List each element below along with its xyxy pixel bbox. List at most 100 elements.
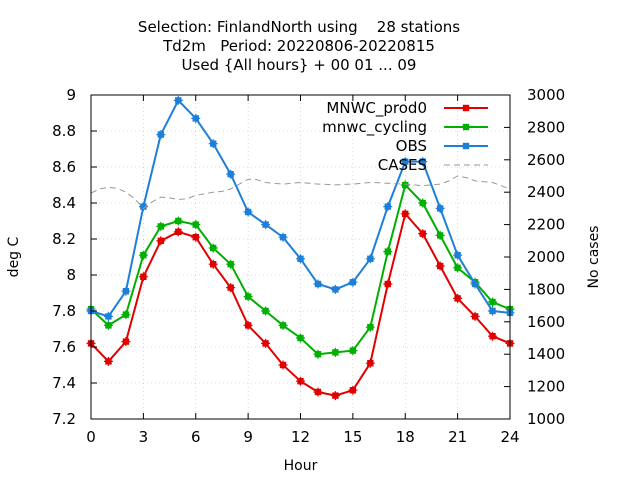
data-point-cross-obs bbox=[435, 203, 445, 213]
data-point-cross-mnwc-cycling bbox=[296, 333, 305, 343]
data-point-cross-mnwc-prod0 bbox=[435, 261, 445, 271]
title-line: Selection: FinlandNorth using 28 station… bbox=[138, 18, 460, 36]
legend-marker-obs bbox=[462, 142, 470, 150]
y2-axis-label: No cases bbox=[586, 226, 602, 289]
data-point-cross-mnwc-prod0 bbox=[226, 283, 236, 293]
data-point-cross-mnwc-cycling bbox=[208, 243, 218, 253]
y2-tick-label: 2800 bbox=[527, 118, 565, 136]
y2-tick-label: 2400 bbox=[527, 183, 565, 201]
data-point-cross-mnwc-cycling bbox=[365, 322, 375, 332]
data-point-cross-obs bbox=[121, 286, 131, 296]
y2-tick-label: 1600 bbox=[527, 313, 565, 331]
data-point-cross-mnwc-prod0 bbox=[156, 236, 166, 246]
y-tick-label: 9 bbox=[66, 86, 76, 104]
data-point-cross-mnwc-prod0 bbox=[348, 385, 358, 395]
data-point-cross-mnwc-prod0 bbox=[488, 331, 498, 341]
data-point-cross-mnwc-cycling bbox=[243, 292, 253, 302]
data-point-cross-obs bbox=[191, 113, 201, 123]
data-point-cross-mnwc-cycling bbox=[330, 347, 340, 357]
legend-label-cases: CASES bbox=[378, 156, 427, 174]
data-point-cross-mnwc-cycling bbox=[453, 263, 463, 273]
y-tick-label: 7.2 bbox=[52, 410, 76, 428]
axis-ticks: 0 3 6 9 12 15 18 21 24 7.2 7.4 7.6 7.8 8 8.2 8.4 8.6 8.8 9… bbox=[52, 86, 565, 446]
data-point-cross-mnwc-prod0 bbox=[208, 259, 218, 269]
x-tick-label: 21 bbox=[448, 428, 467, 446]
y2-tick-label: 2200 bbox=[527, 216, 565, 234]
data-point-cross-mnwc-cycling bbox=[400, 180, 410, 190]
data-point-cross-obs bbox=[261, 220, 271, 230]
y-tick-label: 8.4 bbox=[52, 194, 76, 212]
data-point-cross-mnwc-cycling bbox=[261, 306, 271, 316]
data-point-cross-mnwc-prod0 bbox=[191, 232, 201, 242]
data-point-cross-mnwc-prod0 bbox=[243, 320, 253, 330]
x-tick-label: 0 bbox=[86, 428, 96, 446]
data-point-cross-obs bbox=[365, 254, 375, 264]
data-point-cross-obs bbox=[156, 130, 166, 140]
x-tick-label: 9 bbox=[243, 428, 253, 446]
data-point-cross-obs bbox=[453, 250, 463, 260]
legend-marker-mnwc-prod0 bbox=[462, 104, 470, 112]
data-point-cross-mnwc-cycling bbox=[383, 247, 393, 257]
series-line-mnwc-cycling bbox=[90, 183, 511, 356]
data-point-cross-obs bbox=[383, 202, 393, 212]
chart-title: Selection: FinlandNorth using 28 station… bbox=[138, 18, 460, 74]
data-point-cross-mnwc-prod0 bbox=[121, 337, 131, 347]
data-point-cross-mnwc-cycling bbox=[191, 220, 201, 230]
legend-marker-mnwc-cycling bbox=[462, 123, 470, 131]
y2-tick-label: 2600 bbox=[527, 151, 565, 169]
data-point-cross-mnwc-cycling bbox=[226, 259, 236, 269]
data-point-cross-obs bbox=[488, 306, 498, 316]
data-point-cross-mnwc-cycling bbox=[173, 216, 183, 226]
x-axis-label: Hour bbox=[284, 458, 318, 474]
y-tick-label: 8.6 bbox=[52, 158, 76, 176]
data-point-cross-mnwc-cycling bbox=[418, 198, 428, 208]
data-point-cross-obs bbox=[330, 284, 340, 294]
data-point-cross-obs bbox=[296, 254, 305, 264]
data-point-cross-mnwc-prod0 bbox=[173, 227, 183, 237]
data-point-cross-obs bbox=[226, 169, 236, 179]
data-point-cross-obs bbox=[418, 157, 428, 167]
y2-tick-label: 1400 bbox=[527, 345, 565, 363]
data-point-cross-obs bbox=[313, 279, 323, 289]
x-tick-label: 12 bbox=[291, 428, 310, 446]
data-point-cross-mnwc-prod0 bbox=[296, 376, 305, 386]
data-point-cross-mnwc-cycling bbox=[156, 221, 166, 231]
data-point-cross-mnwc-cycling bbox=[488, 297, 498, 307]
data-point-cross-mnwc-prod0 bbox=[330, 391, 340, 401]
y-tick-label: 7.4 bbox=[52, 374, 76, 392]
y2-tick-label: 1000 bbox=[527, 410, 565, 428]
data-point-cross-obs bbox=[208, 139, 218, 149]
data-point-cross-obs bbox=[348, 277, 358, 287]
data-point-cross-mnwc-prod0 bbox=[383, 279, 393, 289]
data-point-cross-mnwc-cycling bbox=[103, 320, 113, 330]
data-point-cross-obs bbox=[400, 157, 410, 167]
title-line: Used {All hours} + 00 01 ... 09 bbox=[182, 56, 417, 74]
series-line-cases bbox=[90, 175, 511, 210]
y2-tick-label: 2000 bbox=[527, 248, 565, 266]
data-point-cross-mnwc-prod0 bbox=[365, 358, 375, 368]
data-point-cross-obs bbox=[173, 95, 183, 105]
data-point-cross-mnwc-cycling bbox=[138, 250, 148, 260]
data-point-cross-obs bbox=[470, 279, 480, 289]
x-tick-label: 15 bbox=[343, 428, 362, 446]
data-point-cross-mnwc-prod0 bbox=[261, 338, 271, 348]
y2-tick-label: 1800 bbox=[527, 280, 565, 298]
data-point-cross-mnwc-cycling bbox=[313, 349, 323, 359]
data-point-cross-mnwc-prod0 bbox=[453, 293, 463, 303]
data-point-cross-obs bbox=[103, 311, 113, 321]
x-tick-label: 6 bbox=[191, 428, 201, 446]
data-point-cross-mnwc-prod0 bbox=[138, 272, 148, 282]
data-point-cross-mnwc-cycling bbox=[121, 310, 131, 320]
data-point-cross-mnwc-prod0 bbox=[400, 209, 410, 219]
data-point-cross-mnwc-cycling bbox=[435, 230, 445, 240]
data-point-cross-mnwc-prod0 bbox=[278, 360, 288, 370]
data-point-cross-mnwc-cycling bbox=[278, 320, 288, 330]
y-tick-label: 8.2 bbox=[52, 230, 76, 248]
y-tick-label: 7.6 bbox=[52, 338, 76, 356]
data-point-cross-mnwc-prod0 bbox=[418, 229, 428, 239]
x-tick-label: 24 bbox=[500, 428, 519, 446]
y2-tick-label: 1200 bbox=[527, 378, 565, 396]
data-point-cross-obs bbox=[243, 207, 253, 217]
